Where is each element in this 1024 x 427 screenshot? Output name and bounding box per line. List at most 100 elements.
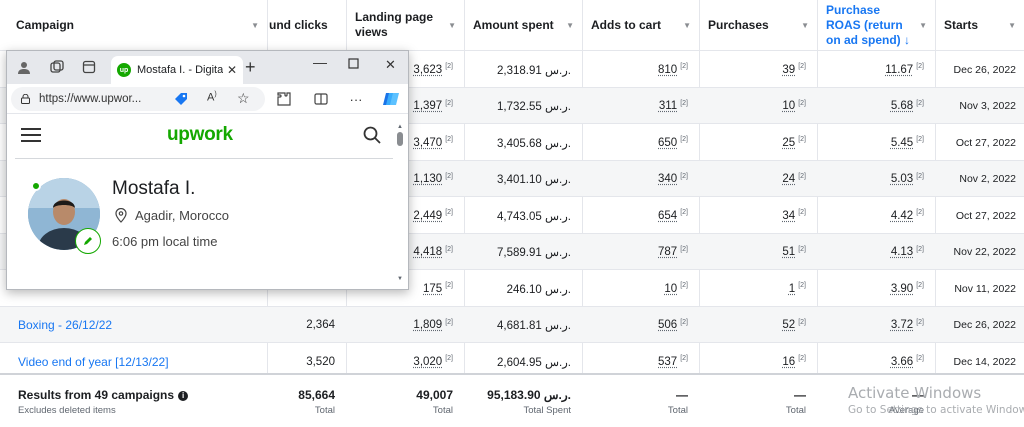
cell-purchases-value: 1 — [788, 282, 796, 295]
cell-purchases: 1 [2] — [700, 270, 818, 307]
workspaces-icon[interactable] — [49, 59, 65, 75]
cell-roas: 3.90 [2] — [818, 270, 936, 307]
header-amount-spent[interactable]: Amount spent ▼ — [465, 0, 582, 50]
info-icon[interactable]: i — [178, 390, 189, 401]
info-mark: [2] — [798, 355, 806, 362]
cell-starts: Nov 3, 2022 — [936, 88, 1024, 125]
cell-starts: Dec 14, 2022 — [936, 343, 1024, 380]
cell-starts-value: Nov 11, 2022 — [954, 282, 1016, 295]
footer-purchases-label: Total — [785, 405, 806, 416]
cell-starts-value: Nov 2, 2022 — [959, 173, 1016, 185]
header-campaign-label: Campaign — [16, 17, 75, 32]
cell-clicks: 2,364 — [268, 307, 347, 344]
header-starts[interactable]: Starts ▼ — [936, 0, 1024, 50]
header-purchases[interactable]: Purchases ▼ — [700, 0, 817, 50]
footer-views-value: 49,007 — [416, 388, 453, 402]
table-row[interactable]: 3,470 [2] 3,405.68 ر.س. 650 [2] 25 [2] 5.45 [2] O… — [0, 123, 1024, 160]
cell-views-value: 4,418 — [413, 246, 443, 258]
scroll-up-icon[interactable]: ▲ — [397, 124, 403, 130]
header-link-clicks[interactable]: und clicks — [268, 0, 346, 50]
footer-summary: Results from 49 campaigns i Excludes dele… — [0, 375, 268, 427]
lock-icon — [21, 94, 30, 104]
info-mark: [2] — [445, 63, 453, 70]
cell-purchases: 24 [2] — [700, 161, 818, 198]
cell-starts-value: Nov 3, 2022 — [959, 100, 1016, 112]
cell-spent: 2,604.95 ر.س. — [465, 343, 583, 380]
info-mark: [2] — [916, 63, 924, 70]
url-field[interactable]: https://www.upwor... A) ☆ — [11, 87, 265, 111]
close-tab-icon[interactable]: ✕ — [226, 63, 237, 77]
scroll-down-icon[interactable]: ▼ — [397, 276, 403, 282]
cell-clicks: 3,520 — [268, 343, 347, 380]
cell-purchases-value: 39 — [782, 63, 796, 76]
footer-spent: 95,183.90 ر.س. Total Spent — [465, 375, 583, 427]
cell-views-value: 1,809 — [413, 319, 443, 331]
cell-starts: Nov 22, 2022 — [936, 234, 1024, 271]
cell-views: 1,397 [2] — [347, 88, 465, 125]
table-row[interactable]: 2,449 [2] 4,743.05 ر.س. 654 [2] 34 [2] 4.42 [2] O… — [0, 196, 1024, 233]
cell-views-value: 175 — [423, 282, 443, 295]
table-row[interactable]: 175 [2] 246.10 ر.س. 10 [2] 1 [2] 3.90 [2] Nov 11,… — [0, 269, 1024, 306]
watermark-title: Activate Windows — [848, 384, 982, 402]
table-row[interactable]: 3,623 [2] 2,318.91 ر.س. 810 [2] 39 [2] 11.67 [2]… — [0, 50, 1024, 87]
footer-spent-value: 95,183.90 ر.س. — [487, 388, 571, 402]
cell-campaign-value[interactable]: Video end of year [12/13/22] — [18, 354, 169, 369]
cell-cart-value: 10 — [664, 282, 678, 295]
cell-spent: 3,405.68 ر.س. — [465, 124, 583, 161]
more-options-icon[interactable]: ··· — [349, 91, 363, 107]
tab-upwork-profile[interactable]: up Mostafa I. - Digita ✕ — [111, 56, 243, 84]
info-mark: [2] — [798, 282, 806, 289]
favorite-star-icon[interactable]: ☆ — [237, 90, 250, 106]
cell-cart-value: 787 — [658, 246, 678, 258]
table-row[interactable]: Video end of year [12/13/22] 3,520 3,020 [2… — [0, 342, 1024, 379]
cell-cart-value: 311 — [658, 100, 678, 112]
info-mark: [2] — [916, 172, 924, 180]
header-landing-views[interactable]: Landing page views ▼ — [347, 0, 464, 50]
cell-starts: Dec 26, 2022 — [936, 51, 1024, 88]
footer-clicks-label: Total — [314, 405, 335, 416]
cell-cart: 537 [2] — [583, 343, 700, 380]
cell-starts: Oct 27, 2022 — [936, 124, 1024, 161]
close-window-icon[interactable]: ✕ — [385, 57, 396, 72]
sort-caret-icon: ▼ — [1008, 20, 1016, 30]
page-scrollbar[interactable]: ▲ ▼ — [397, 124, 403, 284]
tag-icon[interactable] — [174, 92, 188, 106]
table-row[interactable]: 1,130 [2] 3,401.10 ر.س. 340 [2] 24 [2] 5.03 [2] N… — [0, 159, 1024, 198]
info-mark: [2] — [680, 136, 688, 143]
split-screen-icon[interactable] — [312, 90, 330, 108]
copilot-icon[interactable] — [382, 90, 400, 108]
new-tab-icon[interactable]: + — [245, 57, 256, 77]
cell-starts-value: Dec 14, 2022 — [953, 355, 1016, 368]
browser-window[interactable]: up Mostafa I. - Digita ✕ + — ✕ https://w… — [6, 50, 409, 290]
extensions-icon[interactable] — [275, 90, 293, 108]
watermark-subtitle: Go to Settings to activate Windows. — [848, 404, 1024, 416]
cell-spent-value: 3,401.10 ر.س. — [497, 174, 571, 186]
upwork-logo[interactable]: upwork — [167, 124, 233, 145]
header-campaign[interactable]: Campaign ▼ — [0, 0, 267, 50]
edit-profile-button[interactable] — [75, 228, 101, 254]
scrollbar-thumb[interactable] — [397, 132, 403, 146]
cell-campaign[interactable]: Boxing - 26/12/22 — [0, 307, 268, 344]
cell-starts: Nov 2, 2022 — [936, 161, 1024, 198]
cell-starts: Dec 26, 2022 — [936, 307, 1024, 344]
minimize-icon[interactable]: — — [313, 54, 327, 70]
cell-views: 1,130 [2] — [347, 161, 465, 198]
cell-roas-value: 3.66 — [890, 355, 914, 368]
menu-icon[interactable] — [21, 128, 41, 142]
search-icon[interactable] — [363, 126, 381, 144]
read-aloud-icon[interactable]: A) — [207, 91, 217, 104]
cell-views: 2,449 [2] — [347, 197, 465, 234]
footer-clicks: 85,664 Total — [268, 375, 347, 427]
header-adds-to-cart[interactable]: Adds to cart ▼ — [583, 0, 699, 50]
header-link-clicks-label: und clicks — [269, 17, 328, 32]
info-mark: [2] — [445, 245, 453, 253]
cell-spent-value: 4,743.05 ر.س. — [497, 210, 571, 223]
cell-campaign[interactable]: Video end of year [12/13/22] — [0, 343, 268, 380]
table-row[interactable]: Boxing - 26/12/22 2,364 1,809 [2] 4,681.81 ر… — [0, 305, 1024, 344]
cell-campaign-value[interactable]: Boxing - 26/12/22 — [18, 318, 113, 332]
tab-actions-icon[interactable] — [81, 59, 97, 75]
maximize-icon[interactable] — [348, 57, 359, 72]
profile-icon[interactable] — [16, 59, 32, 75]
header-purchase-roas[interactable]: Purchase ROAS (return on ad spend) ↓ ▼ — [818, 0, 935, 50]
